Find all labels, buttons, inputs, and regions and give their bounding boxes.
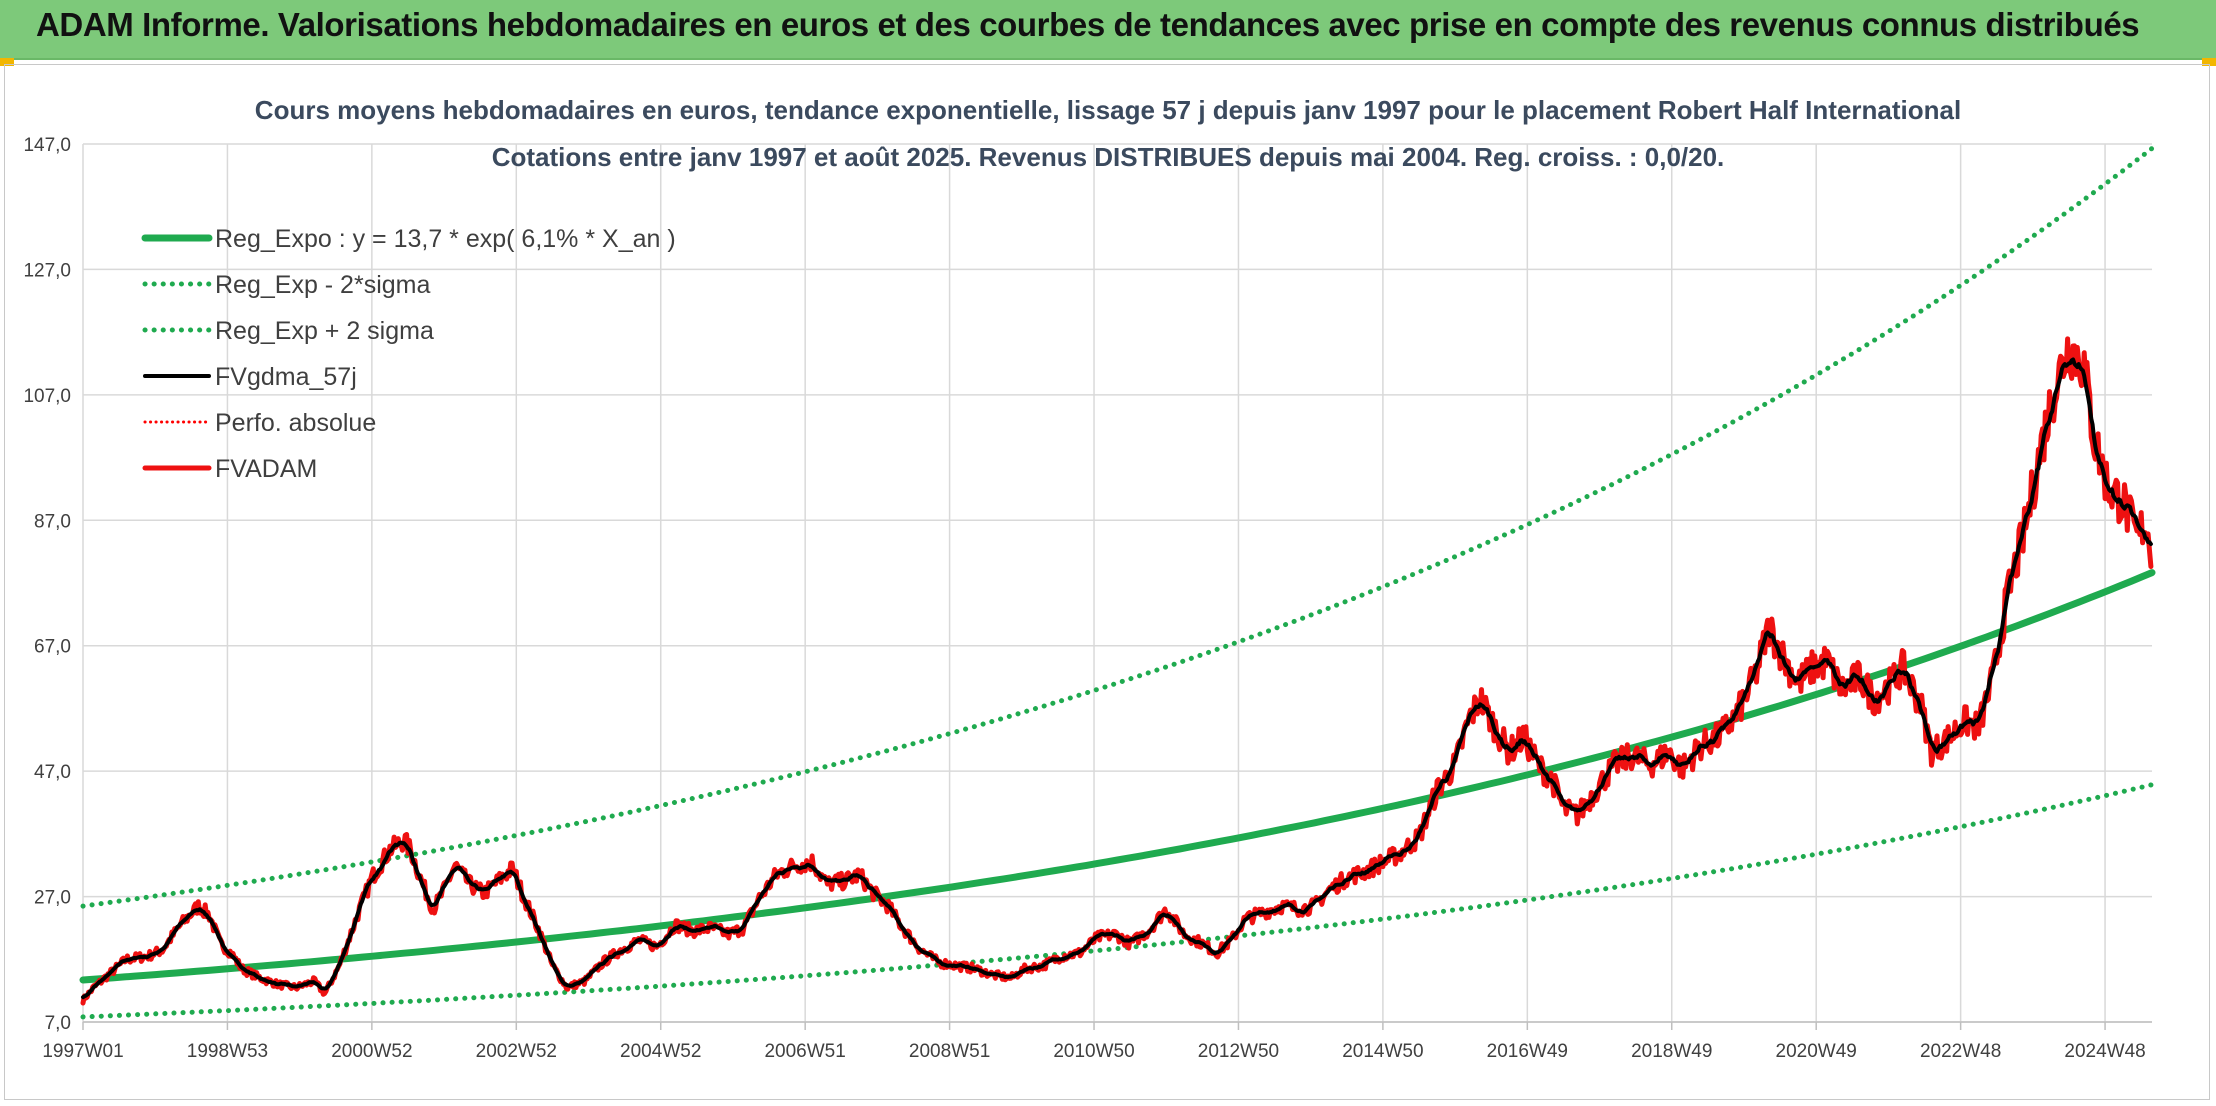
legend-label: Reg_Expo : y = 13,7 * exp( 6,1% * X_an ) [215, 225, 676, 253]
legend-label: FVgdma_57j [215, 363, 357, 391]
y-tick-label: 27,0 [34, 888, 71, 909]
legend-label: Perfo. absolue [215, 409, 376, 437]
chart-legend: Reg_Expo : y = 13,7 * exp( 6,1% * X_an )… [141, 225, 676, 483]
legend-label: FVADAM [215, 455, 317, 483]
x-tick-label: 2012W50 [1198, 1041, 1279, 1062]
y-tick-label: 47,0 [34, 762, 71, 783]
series-fvgdma-57j [81, 357, 2153, 1000]
legend-label: Reg_Exp - 2*sigma [215, 271, 430, 299]
series-reg-minus-2sigma [80, 782, 2155, 1020]
x-tick-label: 1998W53 [187, 1041, 268, 1062]
series-reg-expo [79, 569, 2156, 984]
y-tick-label: 87,0 [34, 511, 71, 532]
x-tick-label: 2002W52 [476, 1041, 557, 1062]
x-tick-label: 2020W49 [1776, 1041, 1857, 1062]
corner-marker-left [0, 58, 14, 66]
title-banner: ADAM Informe. Valorisations hebdomadaire… [0, 0, 2216, 60]
series-fvadam [80, 336, 2154, 1006]
x-tick-label: 2014W50 [1342, 1041, 1423, 1062]
corner-marker-right [2202, 58, 2216, 66]
series-reg-plus-2sigma [80, 145, 2155, 909]
chart-subtitle: Cotations entre janv 1997 et août 2025. … [492, 142, 1725, 172]
y-tick-label: 127,0 [23, 260, 71, 281]
x-tick-label: 2006W51 [764, 1041, 845, 1062]
legend-label: Reg_Exp + 2 sigma [215, 317, 434, 345]
x-tick-label: 2004W52 [620, 1041, 701, 1062]
x-tick-label: 2010W50 [1053, 1041, 1134, 1062]
banner-title: ADAM Informe. Valorisations hebdomadaire… [36, 6, 2140, 43]
x-tick-label: 1997W01 [42, 1041, 123, 1062]
y-tick-label: 147,0 [23, 135, 71, 156]
chart-title: Cours moyens hebdomadaires en euros, ten… [255, 95, 1961, 125]
grid-lines [82, 143, 2152, 1030]
chart-frame [4, 64, 2210, 1100]
x-axis-ticks: 1997W01 1998W53 2000W52 2002W52 2004W52 2006W… [42, 1041, 2145, 1062]
x-tick-label: 2018W49 [1631, 1041, 1712, 1062]
x-tick-label: 2024W48 [2064, 1041, 2145, 1062]
y-tick-label: 107,0 [23, 386, 71, 407]
x-tick-label: 2008W51 [909, 1041, 990, 1062]
x-tick-label: 2016W49 [1487, 1041, 1568, 1062]
x-tick-label: 2000W52 [331, 1041, 412, 1062]
y-tick-label: 7,0 [45, 1013, 71, 1034]
y-tick-label: 67,0 [34, 637, 71, 658]
series-lines [79, 145, 2156, 1020]
x-tick-label: 2022W48 [1920, 1041, 2001, 1062]
y-axis-ticks: 7,0 27,0 47,0 67,0 87,0 107,0 127,0 147,0 [23, 135, 71, 1034]
